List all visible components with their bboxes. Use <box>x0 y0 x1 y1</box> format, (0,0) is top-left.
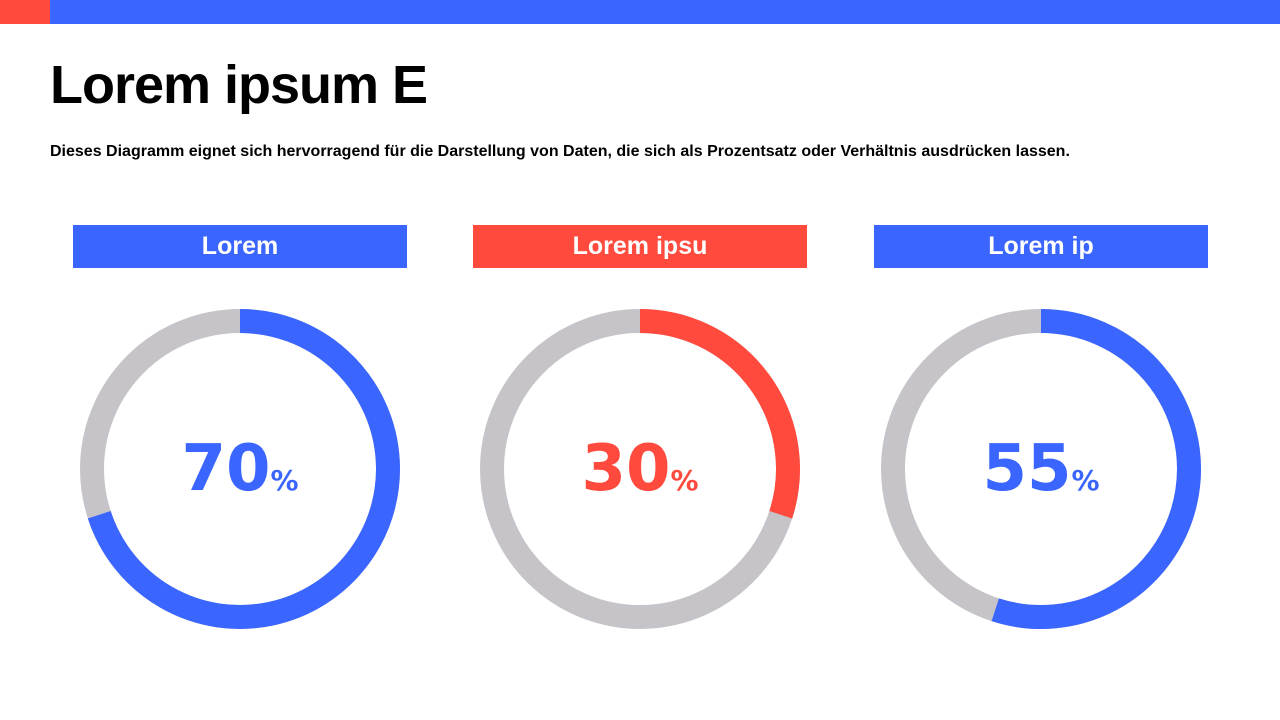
value-unit: % <box>271 464 299 497</box>
donut-chart: 70% <box>80 309 400 629</box>
page-title: Lorem ipsum E <box>50 55 428 115</box>
value-label: 30% <box>581 432 698 506</box>
chart-panel-3: Lorem ip 55% <box>874 225 1208 645</box>
value-number: 30 <box>581 432 670 506</box>
donut-arc <box>87 309 400 629</box>
value-unit: % <box>671 464 699 497</box>
value-number: 55 <box>982 432 1071 506</box>
page-subtitle: Dieses Diagramm eignet sich hervorragend… <box>50 143 1070 160</box>
top-bar <box>0 0 1280 24</box>
value-label: 70% <box>181 432 298 506</box>
donut-arc <box>991 309 1201 629</box>
donut-arc <box>639 309 800 519</box>
chart-panel-1: Lorem 70% <box>73 225 407 645</box>
chart-label: Lorem <box>73 225 407 268</box>
value-label: 55% <box>982 432 1099 506</box>
donut-chart: 30% <box>480 309 800 629</box>
chart-panel-2: Lorem ipsu 30% <box>473 225 807 645</box>
chart-label: Lorem ipsu <box>473 225 807 268</box>
top-bar-accent <box>0 0 50 24</box>
value-number: 70 <box>181 432 270 506</box>
donut-chart: 55% <box>881 309 1201 629</box>
value-unit: % <box>1072 464 1100 497</box>
chart-label: Lorem ip <box>874 225 1208 268</box>
